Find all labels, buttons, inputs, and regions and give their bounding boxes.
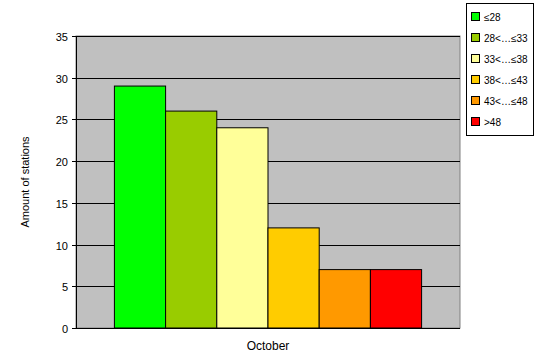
- bar: [370, 270, 421, 328]
- legend-swatch: [472, 118, 480, 126]
- bar: [114, 86, 165, 328]
- category-label: October: [247, 339, 290, 353]
- tick-label: 15: [56, 198, 68, 210]
- tick-label: 5: [62, 281, 68, 293]
- bar: [166, 111, 217, 328]
- tick-label: 25: [56, 114, 68, 126]
- plot-area: [76, 36, 460, 328]
- tick-mark: [72, 78, 76, 79]
- x-axis: [76, 328, 460, 329]
- legend-swatch: [472, 13, 480, 21]
- y-axis: [76, 36, 77, 328]
- bar: [268, 228, 319, 328]
- tick-label: 10: [56, 240, 68, 252]
- legend-label: ≤28: [484, 12, 501, 23]
- tick-mark: [72, 36, 76, 37]
- tick-mark: [72, 119, 76, 120]
- grid-line: [76, 328, 460, 329]
- grid-line: [76, 78, 460, 79]
- legend-label: 33<…≤38: [484, 54, 528, 65]
- legend-label: 28<…≤33: [484, 33, 528, 44]
- tick-label: 30: [56, 73, 68, 85]
- legend-box: [467, 4, 534, 136]
- tick-label: 35: [56, 31, 68, 43]
- legend-label: 38<…≤43: [484, 75, 528, 86]
- legend-label: >48: [484, 117, 501, 128]
- tick-mark: [72, 245, 76, 246]
- tick-mark: [72, 161, 76, 162]
- y-axis-label: Amount of stations: [19, 136, 31, 228]
- tick-mark: [72, 203, 76, 204]
- bar: [217, 128, 268, 328]
- chart-svg: 0 5 10 15 20 25 30 35 October Amount of stations ≤…: [0, 0, 536, 364]
- bars: [114, 86, 421, 328]
- chart-container: 0 5 10 15 20 25 30 35 October Amount of stations ≤…: [0, 0, 536, 364]
- legend-swatch: [472, 55, 480, 63]
- tick-mark: [72, 328, 76, 329]
- legend-label: 43<…≤48: [484, 96, 528, 107]
- tick-mark: [72, 286, 76, 287]
- legend-swatch: [472, 97, 480, 105]
- tick-label: 0: [62, 323, 68, 335]
- grid-line: [76, 36, 460, 37]
- legend: ≤28 28<…≤33 33<…≤38 38<…≤43 43<…≤48 >48: [467, 4, 534, 136]
- legend-swatch: [472, 34, 480, 42]
- legend-swatch: [472, 76, 480, 84]
- bar: [319, 270, 370, 328]
- tick-label: 20: [56, 156, 68, 168]
